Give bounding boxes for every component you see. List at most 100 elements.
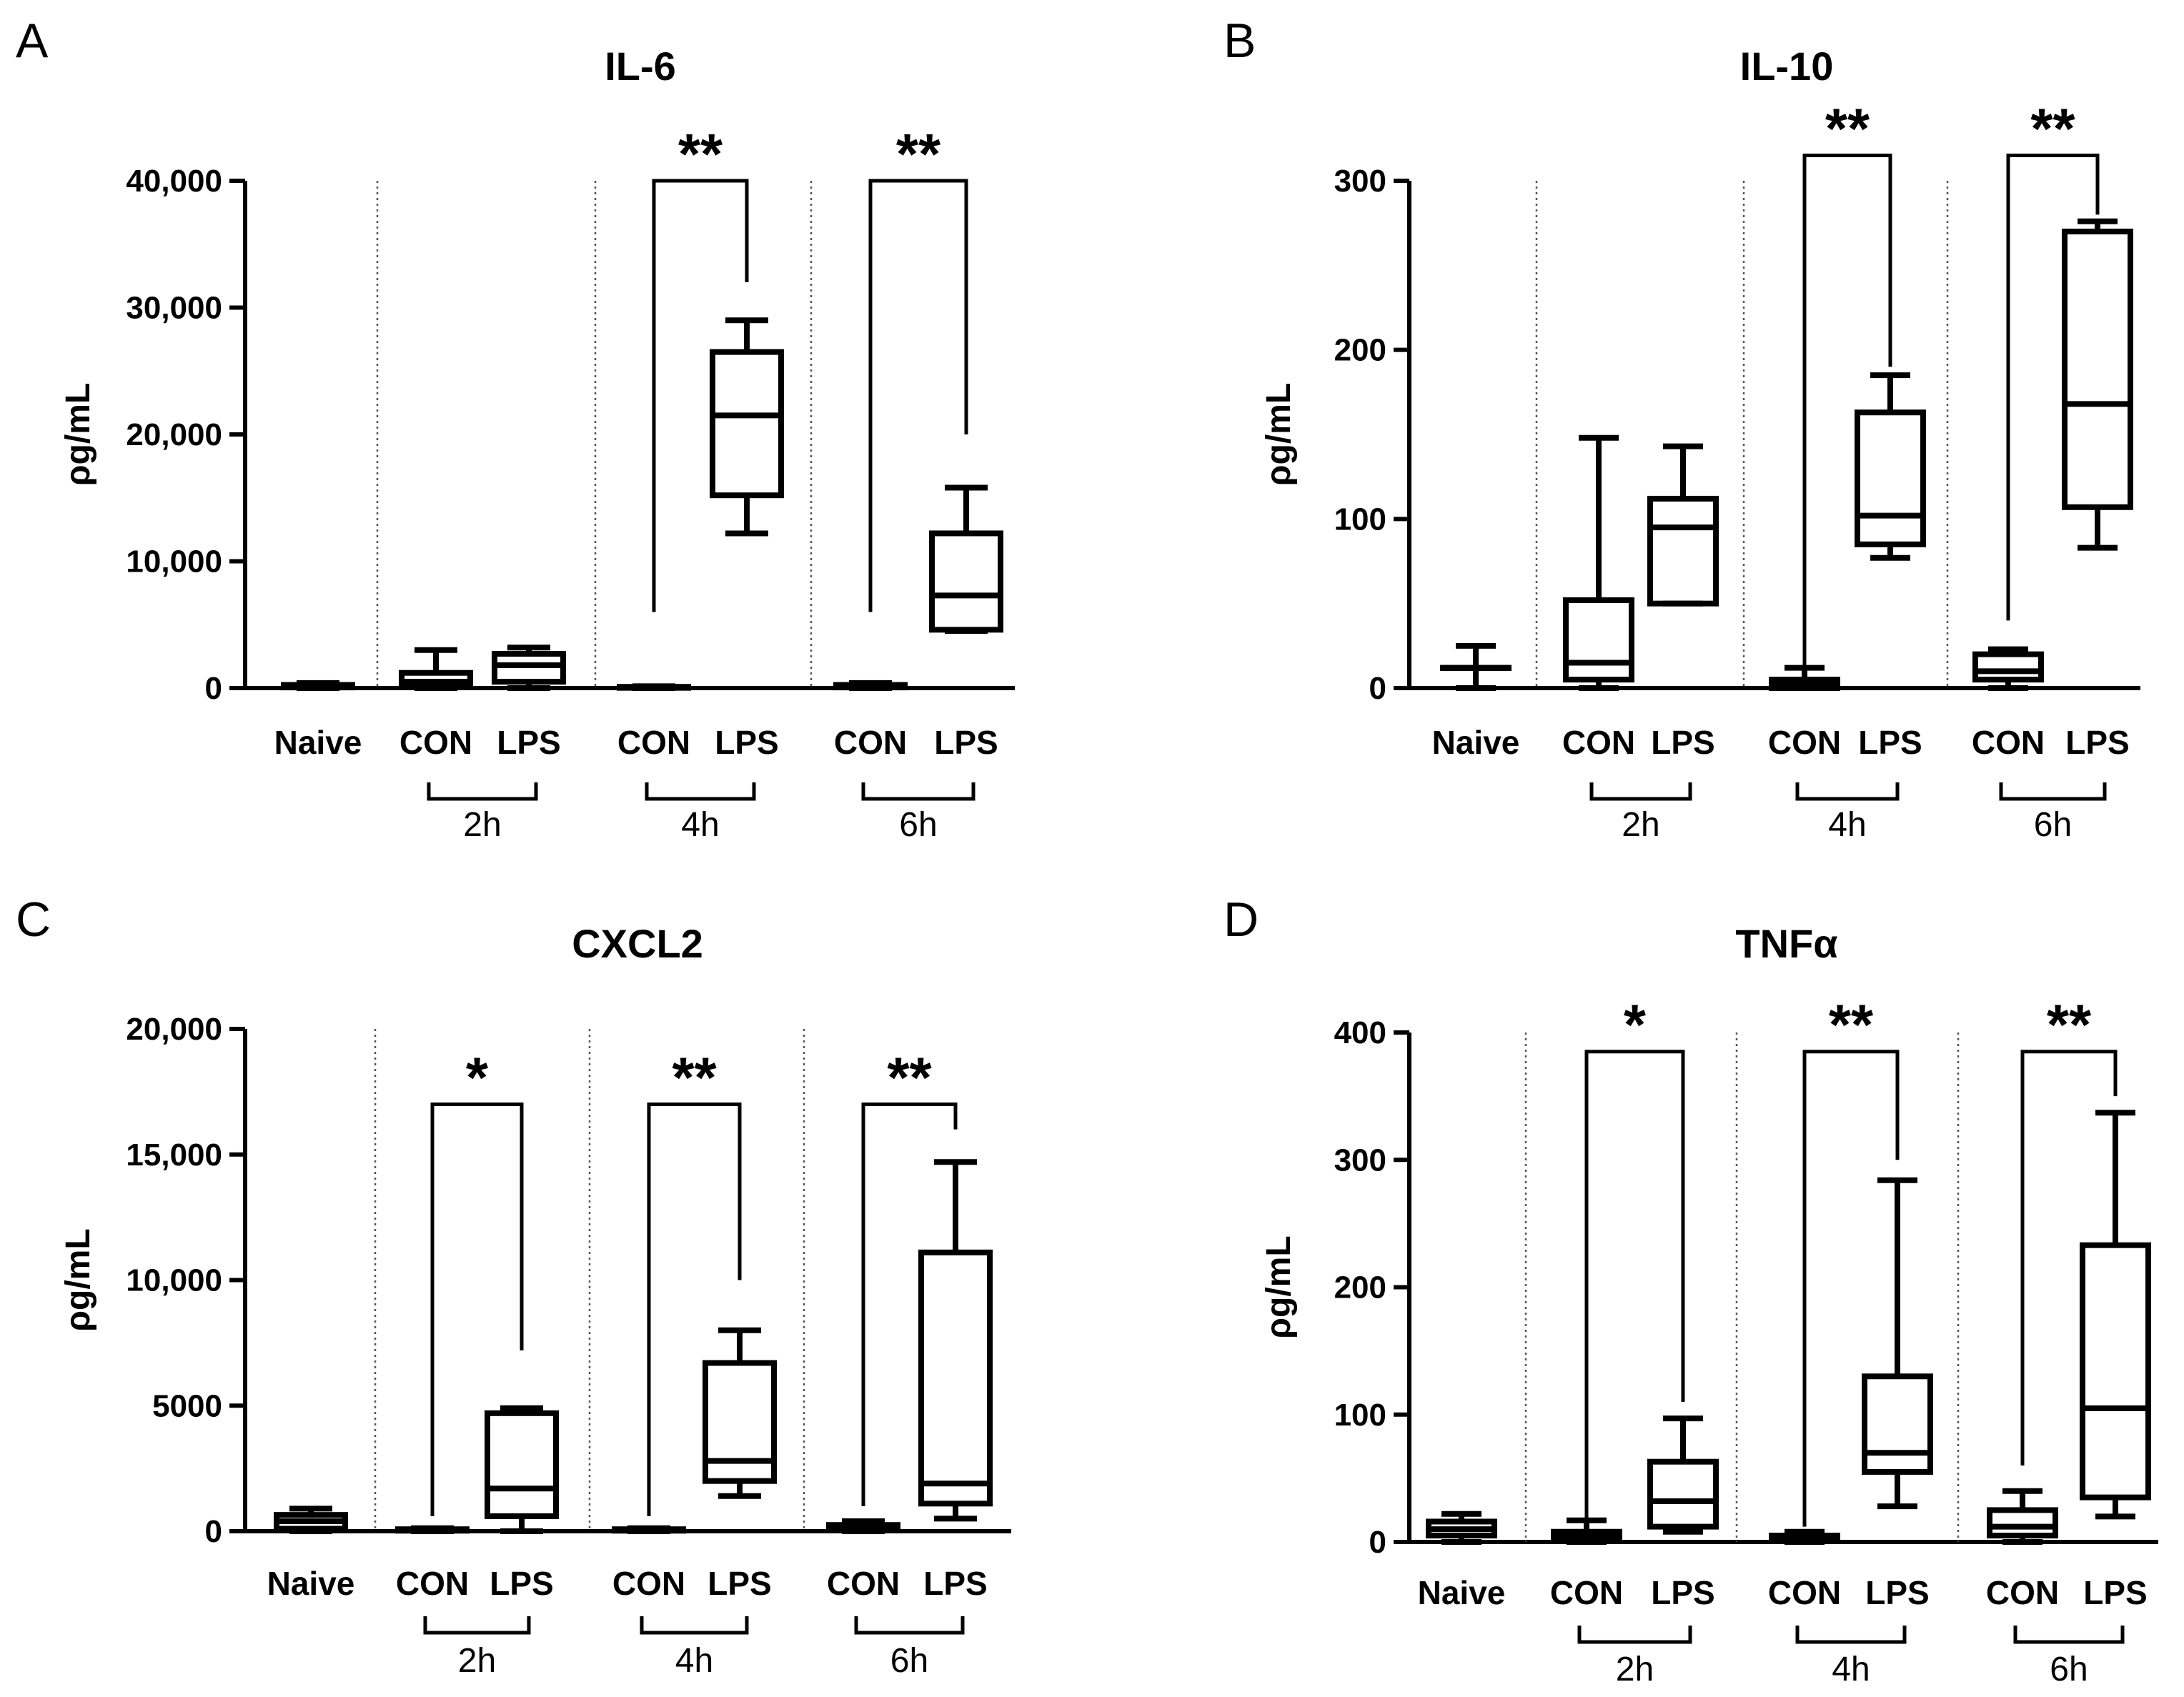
box-1 <box>1563 434 1634 691</box>
y-tick-label: 20,000 <box>126 1012 222 1047</box>
panel-letter: C <box>16 892 51 947</box>
panel-letter: D <box>1223 892 1259 947</box>
time-group-label: 2h <box>1616 1651 1654 1688</box>
y-tick-label: 0 <box>205 1514 222 1549</box>
significance-bracket <box>868 179 968 612</box>
x-category-label: LPS <box>1651 724 1714 761</box>
y-tick-label: 0 <box>1369 671 1386 706</box>
iqr-box <box>485 1410 559 1519</box>
x-category-label: LPS <box>1865 1574 1929 1611</box>
x-category-label: LPS <box>1651 1574 1714 1611</box>
box-0 <box>274 1506 348 1534</box>
x-category-label: CON <box>834 724 907 761</box>
significance-marker: * <box>1624 993 1647 1057</box>
time-group-label: 6h <box>2050 1651 2088 1688</box>
box-6 <box>2062 218 2133 551</box>
box-5 <box>833 680 908 691</box>
time-group-label: 4h <box>675 1642 713 1680</box>
x-category-label: CON <box>1550 1574 1623 1611</box>
time-group-label: 2h <box>463 806 501 844</box>
box-2 <box>1647 1415 1719 1535</box>
significance-marker: ** <box>672 1045 717 1109</box>
x-category-label: LPS <box>497 724 560 761</box>
iqr-box <box>929 530 1003 633</box>
panel-letter: B <box>1223 14 1256 68</box>
y-axis-label: ρg/mL <box>59 383 97 486</box>
panel-c: C CXCL2 ρg/mL 0 5000 10,000 15,000 20,000 Naive C… <box>16 892 1011 1680</box>
box-5 <box>826 1518 900 1534</box>
time-group-bracket <box>645 782 756 801</box>
significance-bracket <box>2020 1050 2118 1466</box>
x-category-label: CON <box>396 1565 469 1602</box>
panel-b: B IL-10 ρg/mL 0 100 200 300 Naive CON LPS CON LPS CO… <box>1223 14 2140 844</box>
box-4 <box>1862 1177 1933 1510</box>
chart-title: IL-10 <box>1740 44 1834 89</box>
box-6 <box>2080 1110 2151 1520</box>
box-4 <box>710 317 784 537</box>
y-tick-label: 400 <box>1334 1015 1386 1050</box>
box-6 <box>929 484 1003 634</box>
time-group-bracket <box>2013 1626 2125 1644</box>
iqr-box <box>710 349 784 499</box>
time-group-label: 6h <box>890 1642 928 1680</box>
y-tick-label: 200 <box>1334 1270 1386 1305</box>
x-category-label: CON <box>399 724 472 761</box>
iqr-box <box>1647 495 1719 607</box>
y-tick-label: 300 <box>1334 164 1386 199</box>
x-category-label: Naive <box>267 1565 355 1602</box>
time-group-label: 4h <box>681 806 719 844</box>
y-tick-label: 200 <box>1334 333 1386 368</box>
x-category-label: Naive <box>274 724 362 761</box>
panel-letter: A <box>16 14 49 68</box>
x-category-label: CON <box>1972 724 2045 761</box>
time-group-label: 4h <box>1828 806 1866 844</box>
chart-title: IL-6 <box>605 44 676 89</box>
box-1 <box>395 1525 470 1534</box>
box-3 <box>1769 1528 1840 1545</box>
time-group-bracket <box>861 782 976 801</box>
iqr-box <box>2080 1242 2151 1501</box>
y-tick-label: 0 <box>1369 1525 1386 1560</box>
time-group-bracket <box>1795 1626 1907 1644</box>
x-category-label: Naive <box>1432 724 1520 761</box>
significance-bracket <box>2006 154 2100 621</box>
time-group-label: 6h <box>2034 806 2072 844</box>
x-category-label: LPS <box>923 1565 987 1602</box>
x-category-label: LPS <box>490 1565 553 1602</box>
y-tick-label: 0 <box>205 671 222 706</box>
y-tick-label: 100 <box>1334 1398 1386 1433</box>
time-group-bracket <box>1589 782 1692 801</box>
significance-bracket <box>861 1102 958 1506</box>
significance-bracket <box>1584 1050 1685 1527</box>
significance-bracket <box>652 179 749 612</box>
significance-marker: ** <box>896 122 941 186</box>
x-category-label: CON <box>1562 724 1635 761</box>
significance-marker: ** <box>2030 97 2075 161</box>
iqr-box <box>1987 1507 2058 1539</box>
iqr-box <box>1855 409 1926 547</box>
significance-marker: * <box>466 1045 489 1109</box>
time-group-bracket <box>423 1616 531 1635</box>
box-0 <box>1426 1511 1497 1545</box>
panel-a: A IL-6 ρg/mL 0 10,000 20,000 30,000 40,000 Naive… <box>16 14 1015 844</box>
y-tick-label: 100 <box>1334 502 1386 537</box>
significance-marker: ** <box>887 1045 932 1109</box>
significance-marker: ** <box>1825 97 1870 161</box>
iqr-box <box>1647 1458 1719 1530</box>
x-category-label: LPS <box>1858 724 1922 761</box>
x-category-label: LPS <box>715 724 778 761</box>
box-4 <box>703 1327 777 1499</box>
y-tick-label: 5000 <box>152 1388 222 1423</box>
chart-title: TNFα <box>1735 921 1837 966</box>
time-group-bracket <box>427 782 538 801</box>
x-category-label: LPS <box>934 724 998 761</box>
y-axis-label: ρg/mL <box>1260 383 1298 486</box>
x-category-label: LPS <box>708 1565 771 1602</box>
box-0 <box>1440 642 1512 691</box>
y-axis-label: ρg/mL <box>1260 1235 1298 1338</box>
time-group-label: 4h <box>1832 1651 1870 1688</box>
box-5 <box>1987 1488 2058 1545</box>
y-tick-label: 20,000 <box>126 417 222 452</box>
box-4 <box>1855 372 1926 561</box>
